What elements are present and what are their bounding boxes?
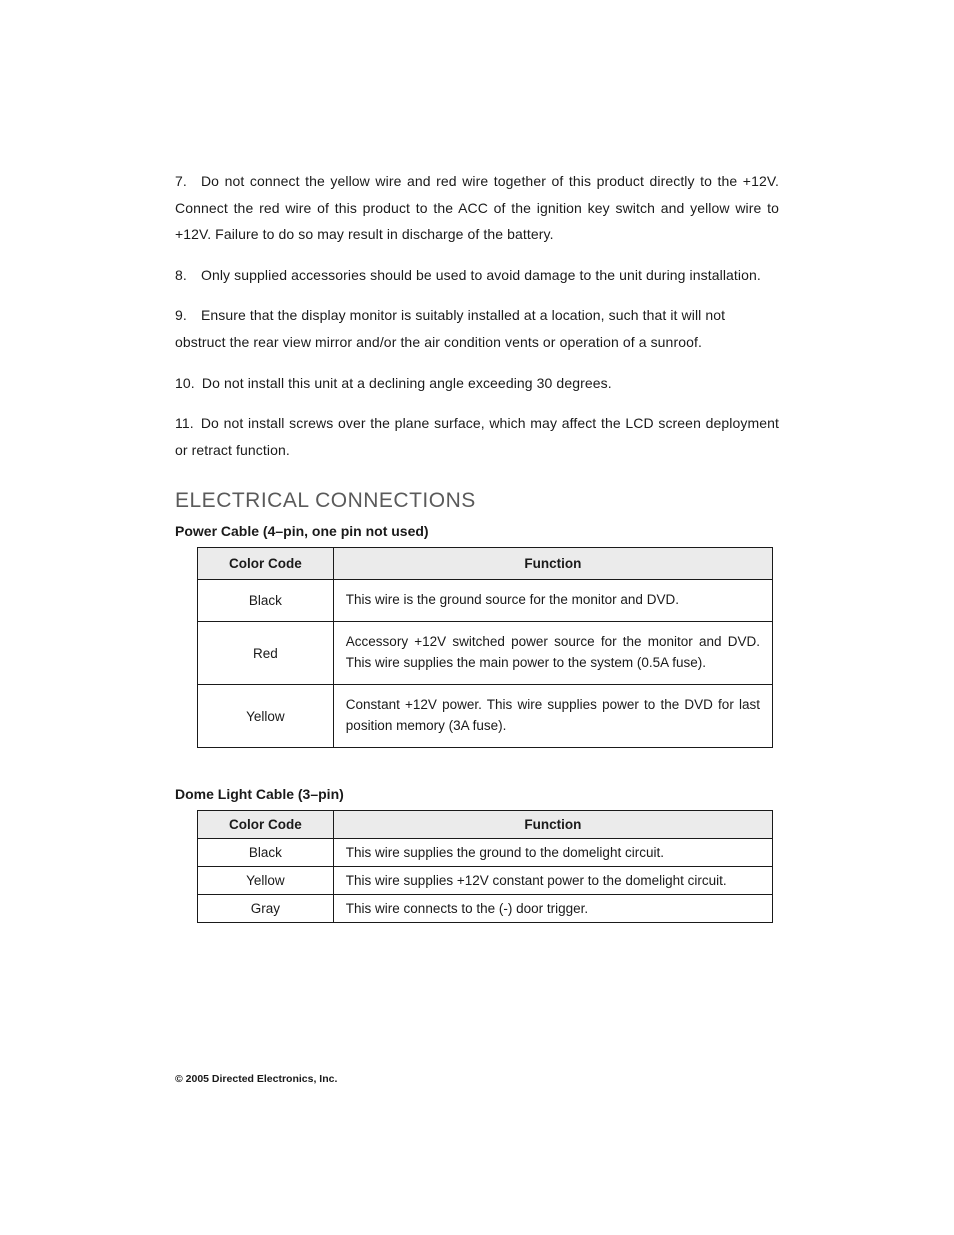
paragraph-8: 8. Only supplied accessories should be u…	[175, 262, 779, 289]
power-cable-table: Color Code Function Black This wire is t…	[197, 547, 773, 748]
col-header-code: Color Code	[198, 810, 334, 838]
cell-code: Red	[198, 622, 334, 685]
table-row: Red Accessory +12V switched power source…	[198, 622, 773, 685]
table-header-row: Color Code Function	[198, 548, 773, 580]
table-row: Black This wire is the ground source for…	[198, 580, 773, 622]
table-row: Yellow This wire supplies +12V constant …	[198, 866, 773, 894]
cell-function: This wire connects to the (-) door trigg…	[333, 894, 772, 922]
section-title-electrical: ELECTRICAL CONNECTIONS	[175, 489, 779, 513]
power-cable-heading: Power Cable (4–pin, one pin not used)	[175, 523, 779, 539]
table-row: Black This wire supplies the ground to t…	[198, 838, 773, 866]
paragraph-10: 10. Do not install this unit at a declin…	[175, 370, 779, 397]
cell-function: Accessory +12V switched power source for…	[333, 622, 772, 685]
cell-code: Yellow	[198, 685, 334, 748]
table-header-row: Color Code Function	[198, 810, 773, 838]
table-row: Yellow Constant +12V power. This wire su…	[198, 685, 773, 748]
cell-function: This wire supplies the ground to the dom…	[333, 838, 772, 866]
cell-function: This wire is the ground source for the m…	[333, 580, 772, 622]
col-header-function: Function	[333, 548, 772, 580]
table-row: Gray This wire connects to the (-) door …	[198, 894, 773, 922]
cell-code: Yellow	[198, 866, 334, 894]
cell-function: This wire supplies +12V constant power t…	[333, 866, 772, 894]
cell-code: Gray	[198, 894, 334, 922]
dome-cable-table: Color Code Function Black This wire supp…	[197, 810, 773, 923]
cell-code: Black	[198, 838, 334, 866]
col-header-code: Color Code	[198, 548, 334, 580]
paragraph-11: 11. Do not install screws over the plane…	[175, 410, 779, 463]
cell-code: Black	[198, 580, 334, 622]
dome-cable-heading: Dome Light Cable (3–pin)	[175, 786, 779, 802]
paragraph-7: 7. Do not connect the yellow wire and re…	[175, 168, 779, 248]
col-header-function: Function	[333, 810, 772, 838]
copyright-footer: © 2005 Directed Electronics, Inc.	[175, 1073, 337, 1085]
paragraph-9: 9. Ensure that the display monitor is su…	[175, 302, 779, 355]
cell-function: Constant +12V power. This wire supplies …	[333, 685, 772, 748]
